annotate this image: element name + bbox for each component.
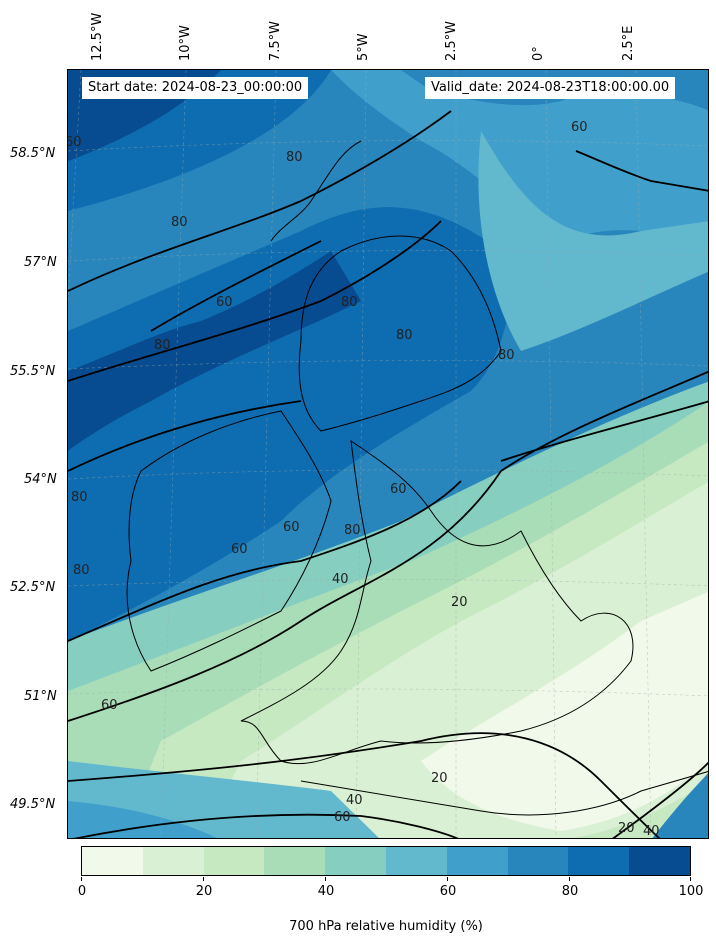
graticule <box>68 70 708 838</box>
colorbar-tick <box>203 877 204 881</box>
contour-label: 80 <box>396 328 413 343</box>
longitude-label: 5°W <box>356 33 371 61</box>
contour-labels: 60 80 80 60 80 80 80 80 60 60 40 20 60 6… <box>68 120 660 839</box>
contour-line <box>68 220 442 382</box>
contour-label: 80 <box>71 490 88 505</box>
contour-label: 20 <box>451 595 468 610</box>
latitude-label: 51°N <box>24 689 57 704</box>
contour-line <box>68 400 302 472</box>
colorbar-segment <box>325 847 386 875</box>
latitude-label: 49.5°N <box>10 797 56 812</box>
contour-label: 80 <box>73 563 90 578</box>
contour-label: 80 <box>341 295 358 310</box>
contour-line <box>68 732 661 838</box>
longitude-label: 7.5°W <box>268 20 283 61</box>
contour-label: 80 <box>286 150 303 165</box>
colorbar-tick <box>325 877 326 881</box>
colorbar-tick <box>690 877 691 881</box>
contour-line <box>612 761 708 838</box>
contour-label: 60 <box>101 698 118 713</box>
contour-label: 40 <box>643 824 660 839</box>
contour-label: 20 <box>618 821 635 836</box>
contour-label: 60 <box>216 295 233 310</box>
contour-line <box>575 150 708 192</box>
contour-label: 60 <box>571 120 588 135</box>
colorbar-tick-label: 60 <box>439 884 457 899</box>
colorbar-segment <box>142 847 204 875</box>
contour-label: 20 <box>431 771 448 786</box>
contour-line <box>73 813 459 838</box>
latitude-label: 55.5°N <box>10 364 56 379</box>
colorbar-tick <box>447 877 448 881</box>
colorbar-segment <box>446 847 508 875</box>
colorbar-segment <box>82 847 143 875</box>
colorbar-segment <box>568 847 630 875</box>
coastlines <box>126 140 708 816</box>
latitude-label: 58.5°N <box>10 146 56 161</box>
longitude-label: 2.5°W <box>444 20 459 61</box>
colorbar-segment <box>629 847 690 875</box>
contour-label: 60 <box>390 482 407 497</box>
contour-label: 80 <box>171 215 188 230</box>
humidity-band-0-10 <box>421 591 708 831</box>
colorbar-title: 700 hPa relative humidity (%) <box>289 919 483 934</box>
colorbar-tick <box>81 877 82 881</box>
colorbar-tick <box>569 877 570 881</box>
contour-line <box>68 480 462 642</box>
latitude-label: 54°N <box>24 472 57 487</box>
contour-line <box>150 240 322 332</box>
start-date-label: Start date: 2024-08-23_00:00:00 <box>82 77 309 99</box>
latitude-label: 57°N <box>24 255 57 270</box>
longitude-label: 0° <box>531 46 546 61</box>
contour-label: 80 <box>498 348 515 363</box>
colorbar-segment <box>203 847 265 875</box>
colorbar-tick-label: 100 <box>678 884 704 899</box>
contour-label: 40 <box>346 793 363 808</box>
humidity-contour-map: 60 80 80 60 80 80 80 80 60 60 40 20 60 6… <box>68 70 708 839</box>
contour-label: 60 <box>68 135 82 150</box>
contour-label: 80 <box>154 338 171 353</box>
colorbar-tick-label: 80 <box>561 884 579 899</box>
humidity-band-60-70 <box>68 801 217 838</box>
longitude-label: 10°W <box>178 25 193 61</box>
contour-label: 60 <box>334 810 351 825</box>
contour-label: 40 <box>332 572 349 587</box>
colorbar-segment <box>385 847 447 875</box>
colorbar-segment <box>264 847 326 875</box>
contour-line <box>68 110 452 292</box>
colorbar-segment <box>507 847 569 875</box>
contour-label: 80 <box>344 523 361 538</box>
contour-line <box>500 400 708 462</box>
longitude-label: 2.5°E <box>621 25 636 61</box>
contour-label: 60 <box>283 520 300 535</box>
valid-date-label: Valid_date: 2024-08-23T18:00:00.00 <box>425 77 676 99</box>
contour-line <box>68 370 708 722</box>
map-panel: 60 80 80 60 80 80 80 80 60 60 40 20 60 6… <box>67 69 709 839</box>
colorbar <box>81 846 691 876</box>
humidity-band-60-70 <box>331 70 708 251</box>
latitude-label: 52.5°N <box>10 580 56 595</box>
colorbar-tick-label: 0 <box>77 884 87 899</box>
colorbar-tick-label: 20 <box>195 884 213 899</box>
humidity-band-90-100 <box>68 251 361 451</box>
humidity-contours <box>68 110 708 838</box>
contour-label: 60 <box>231 542 248 557</box>
humidity-band-50-60 <box>478 131 708 351</box>
humidity-band-70-80 <box>652 773 708 838</box>
longitude-label: 12.5°W <box>90 12 105 61</box>
colorbar-tick-label: 40 <box>317 884 335 899</box>
